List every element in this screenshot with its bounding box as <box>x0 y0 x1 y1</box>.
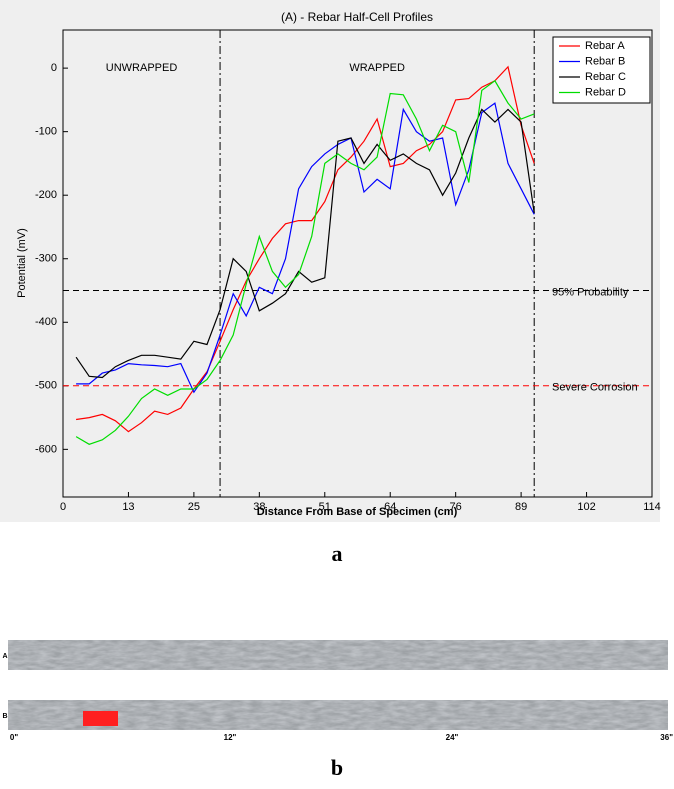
x-tick-label: 102 <box>577 501 595 513</box>
y-tick-label: -200 <box>35 189 57 201</box>
x-tick-label: 38 <box>253 501 265 513</box>
y-tick-label: -600 <box>35 443 57 455</box>
x-tick-label: 89 <box>515 501 527 513</box>
legend-label: Rebar C <box>585 71 626 83</box>
corrosion-marker <box>83 711 118 726</box>
y-tick-label: -500 <box>35 380 57 392</box>
y-axis-label: Potential (mV) <box>16 228 28 298</box>
region-label: UNWRAPPED <box>106 62 178 74</box>
legend-label: Rebar A <box>585 40 625 52</box>
x-axis-label: Distance From Base of Specimen (cm) <box>257 506 458 518</box>
x-tick-label: 114 <box>643 501 661 513</box>
data-line <box>75 79 535 445</box>
x-tick-label: 25 <box>188 501 200 513</box>
data-line <box>76 65 535 433</box>
x-tick-label: 76 <box>450 501 462 513</box>
scale-label: 12" <box>224 733 237 742</box>
strip-texture <box>8 640 668 670</box>
legend-label: Rebar D <box>585 86 626 98</box>
plot-area <box>62 29 653 498</box>
scale-label: 36" <box>660 733 673 742</box>
threshold-label: 95% Probability <box>552 286 629 298</box>
y-tick-label: -400 <box>35 316 57 328</box>
scale-label: 0" <box>10 733 18 742</box>
photo-strips: A B 0" 12" 24" 36" <box>2 640 673 742</box>
data-line <box>75 108 535 379</box>
caption: b <box>331 755 343 780</box>
caption: a <box>332 541 343 566</box>
data-line <box>76 102 535 394</box>
x-tick-label: 0 <box>60 501 66 513</box>
strip-label: B <box>2 713 7 720</box>
x-tick-label: 51 <box>319 501 331 513</box>
strip-label: A <box>2 653 7 660</box>
region-label: WRAPPED <box>349 62 405 74</box>
y-tick-label: -100 <box>35 126 57 138</box>
scale-label: 24" <box>446 733 459 742</box>
y-tick-label: -300 <box>35 253 57 265</box>
chart-title: (A) - Rebar Half-Cell Profiles <box>281 10 433 24</box>
x-tick-label: 64 <box>384 501 396 513</box>
legend-label: Rebar B <box>585 55 625 67</box>
y-tick-label: 0 <box>51 62 57 74</box>
x-tick-label: 13 <box>122 501 134 513</box>
threshold-label: Severe Corrosion <box>552 382 638 394</box>
